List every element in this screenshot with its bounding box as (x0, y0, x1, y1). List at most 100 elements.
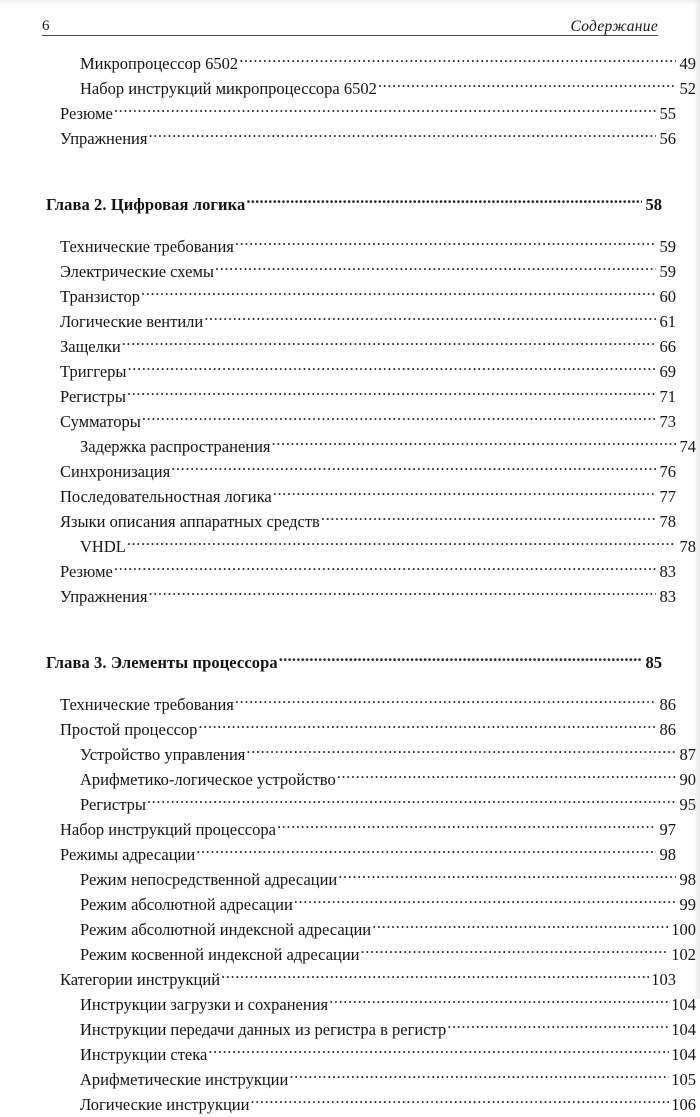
dot-leader (141, 277, 656, 302)
toc-entry[interactable]: Набор инструкций процессора97 (60, 810, 676, 839)
toc-entry-page-number: 98 (679, 870, 697, 889)
dot-leader (246, 185, 642, 210)
dot-leader (235, 685, 656, 710)
toc-entry-title: Инструкции стека (80, 1045, 208, 1064)
toc-entry-title: Категории инструкций (60, 970, 221, 989)
toc-entry-title: Логические инструкции (80, 1095, 250, 1114)
toc-entry-title: Защелки (60, 337, 121, 356)
toc-entry-title: Регистры (80, 795, 146, 814)
dot-leader (235, 227, 656, 252)
toc-entry-title: Микропроцессор 6502 (80, 54, 239, 73)
toc-entry-page-number: 86 (659, 695, 677, 714)
dot-leader (378, 69, 676, 94)
toc-entry-page-number: 78 (679, 537, 697, 556)
toc-entry[interactable]: Задержка распространения74 (80, 427, 696, 456)
toc-entry-page-number: 71 (659, 387, 677, 406)
toc-entry[interactable]: Языки описания аппаратных средств78 (60, 502, 676, 531)
toc-entry-page-number: 76 (659, 462, 677, 481)
toc-entry[interactable]: Простой процессор86 (60, 710, 676, 739)
toc-entry-page-number: 99 (679, 895, 697, 914)
toc-entry-page-number: 55 (659, 104, 677, 123)
toc-entry-page-number: 49 (679, 54, 697, 73)
toc-entry[interactable]: Резюме 83 (60, 552, 676, 581)
toc-entry-page-number: 77 (659, 487, 677, 506)
toc-entry-page-number: 104 (671, 1045, 696, 1064)
toc-entry-page-number: 97 (659, 820, 677, 839)
running-head-title: Содержание (570, 17, 658, 35)
toc-entry-page-number: 105 (671, 1070, 696, 1089)
dot-leader (321, 502, 656, 527)
dot-leader (329, 985, 669, 1010)
toc-entry[interactable]: Регистры 71 (60, 377, 676, 406)
toc-entry-title: Синхронизация (60, 462, 171, 481)
toc-entry[interactable]: Режим непосредственной адресации 98 (80, 860, 696, 889)
toc-entry-title: Регистры (60, 387, 126, 406)
toc-entry-title: Режим абсолютной адресации (80, 895, 293, 914)
toc-entry[interactable]: Транзистор 60 (60, 277, 676, 306)
toc-entry-page-number: 56 (659, 129, 677, 148)
toc-entry[interactable]: Упражнения 83 (60, 577, 676, 606)
toc-entry[interactable]: Режим абсолютной индексной адресации 100 (80, 910, 696, 939)
toc-entry[interactable]: Электрические схемы59 (60, 252, 676, 281)
toc-entry-title: Сумматоры (60, 412, 141, 431)
running-head: 6 Содержание (42, 12, 658, 34)
dot-leader (221, 960, 649, 985)
dot-leader (277, 810, 656, 835)
dot-leader (148, 119, 656, 144)
dot-leader (127, 527, 676, 552)
toc-entry[interactable]: Технические требования 86 (60, 685, 676, 714)
toc-entry-title: Резюме (60, 562, 113, 581)
toc-entry[interactable]: Последовательностная логика 77 (60, 477, 676, 506)
toc-entry-title: Режимы адресации (60, 845, 196, 864)
dot-leader (114, 94, 656, 119)
toc-entry[interactable]: Устройство управления 87 (80, 735, 696, 764)
toc-entry[interactable]: Технические требования 59 (60, 227, 676, 256)
header-rule (42, 35, 658, 36)
dot-leader (122, 327, 656, 352)
toc-entry[interactable]: Режимы адресации98 (60, 835, 676, 864)
toc-entry-title: Технические требования (60, 695, 234, 714)
dot-leader (246, 735, 676, 760)
toc-entry-page-number: 104 (671, 995, 696, 1014)
toc-entry-page-number: 104 (671, 1020, 696, 1039)
toc-entry[interactable]: Регистры 95 (80, 785, 696, 814)
dot-leader (361, 935, 670, 960)
toc-entry[interactable]: Синхронизация 76 (60, 452, 676, 481)
dot-leader (294, 885, 676, 910)
toc-entry[interactable]: Триггеры 69 (60, 352, 676, 381)
toc-entry-page-number: 87 (679, 745, 697, 764)
toc-entry-page-number: 83 (659, 587, 677, 606)
toc-entry-page-number: 61 (659, 312, 677, 331)
dot-leader (204, 302, 656, 327)
toc-entry-title: Инструкции загрузки и сохранения (80, 995, 329, 1014)
toc-entry[interactable]: Защелки 66 (60, 327, 676, 356)
toc-entry[interactable]: Логические вентили61 (60, 302, 676, 331)
dot-leader (289, 1060, 669, 1085)
dot-leader (372, 910, 669, 935)
toc-entry-title: Режим непосредственной адресации (80, 870, 338, 889)
dot-leader (114, 552, 656, 577)
toc-entry-page-number: 83 (659, 562, 677, 581)
toc-entry-page-number: 85 (645, 653, 663, 672)
toc-entry-page-number: 102 (671, 945, 696, 964)
dot-leader (215, 252, 656, 277)
toc-chapter-entry[interactable]: Глава 3. Элементы процессора 85 (46, 643, 662, 672)
toc-entry[interactable]: Упражнения 56 (60, 119, 676, 148)
dot-leader (273, 477, 656, 502)
toc-entry-page-number: 90 (679, 770, 697, 789)
toc-entry-page-number: 59 (659, 237, 677, 256)
toc-chapter-entry[interactable]: Глава 2. Цифровая логика 58 (46, 185, 662, 214)
toc-entry[interactable]: Режим абсолютной адресации 99 (80, 885, 696, 914)
toc-entry[interactable]: Категории инструкций103 (60, 960, 676, 989)
toc-entry-title: Глава 3. Элементы процессора (46, 653, 278, 672)
toc-entry-page-number: 52 (679, 79, 697, 98)
toc-entry-page-number: 100 (671, 920, 696, 939)
toc-entry-page-number: 60 (659, 287, 677, 306)
toc-entry[interactable]: Резюме 55 (60, 94, 676, 123)
dot-leader (272, 427, 676, 452)
toc-entry[interactable]: Сумматоры73 (60, 402, 676, 431)
toc-entry-page-number: 106 (671, 1095, 696, 1114)
toc-entry[interactable]: VHDL78 (80, 527, 696, 556)
scan-edge-right (694, 0, 700, 999)
toc-entry[interactable]: Микропроцессор 6502 49 (80, 44, 696, 73)
